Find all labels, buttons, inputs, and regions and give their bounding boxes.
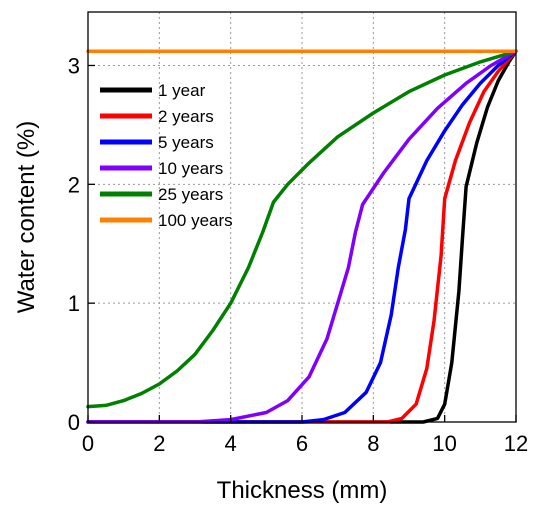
series-line (86, 49, 518, 424)
series-line (86, 49, 518, 424)
legend: 1 year 2 years 5 years 10 years 25 years 100 … (100, 81, 233, 230)
x-tick-label: 8 (367, 431, 379, 456)
legend-label: 1 year (158, 81, 206, 100)
legend-label: 10 years (158, 159, 223, 178)
y-tick-label: 2 (68, 172, 80, 197)
x-tick-label: 2 (153, 431, 165, 456)
series-lines (86, 49, 518, 424)
x-tick-label: 0 (82, 431, 94, 456)
series-line (86, 49, 518, 409)
legend-label: 5 years (158, 133, 214, 152)
x-tick-label: 12 (504, 431, 528, 456)
x-tick-label: 4 (225, 431, 237, 456)
x-tick-label: 10 (432, 431, 456, 456)
series-line (86, 49, 518, 424)
y-tick-label: 1 (68, 291, 80, 316)
x-axis-title: Thickness (mm) (217, 477, 388, 504)
legend-label: 2 years (158, 107, 214, 126)
x-tick-label: 6 (296, 431, 308, 456)
grid-lines (88, 12, 516, 422)
legend-label: 100 years (158, 211, 233, 230)
y-tick-label: 0 (68, 410, 80, 435)
legend-label: 25 years (158, 185, 223, 204)
y-axis-title: Water content (%) (13, 121, 40, 314)
y-tick-label: 3 (68, 53, 80, 78)
series-line (86, 49, 518, 424)
